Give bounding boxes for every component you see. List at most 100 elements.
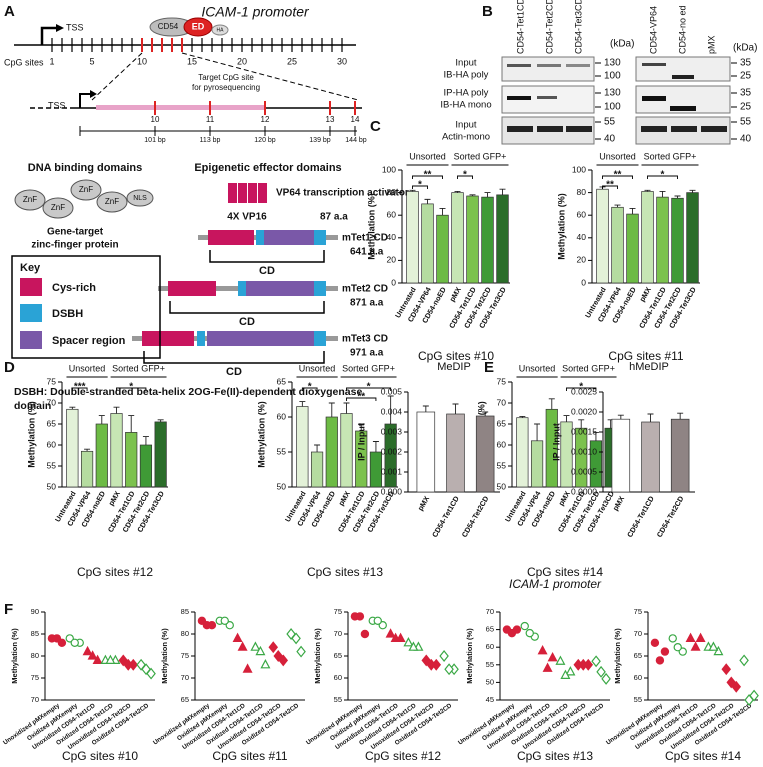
y-tick-label: 40: [577, 232, 587, 242]
error-bar: [358, 423, 365, 431]
promoter-title: ICAM-1 promoter: [201, 4, 310, 20]
data-point: [542, 662, 553, 672]
panel-b: CD54-Tet1CD CD54-Tet2CD CD54-Tet3CD CD54…: [440, 0, 757, 145]
footnote: DSBH: Double-stranded beta-helix 2OG-Fe(…: [14, 386, 362, 398]
kda-label: (kDa): [610, 39, 634, 50]
y-tick-label: 60: [577, 209, 587, 219]
tss-arrow: [40, 26, 58, 45]
spacer-domain: [246, 281, 314, 296]
y-tick-label: 70: [47, 397, 57, 407]
bar: [466, 195, 479, 284]
data-point: [560, 669, 571, 679]
significance-bracket: [647, 175, 678, 179]
y-tick-label: 40: [387, 232, 397, 242]
znf-icon: [70, 179, 102, 201]
y-tick-label: 65: [47, 418, 57, 428]
y-axis-label: Methylation (%): [465, 628, 474, 684]
chart-title: CpG sites #14: [527, 565, 603, 579]
bar: [611, 418, 631, 493]
znf-label: ZnF: [79, 185, 93, 194]
data-point: [141, 663, 151, 676]
chart: 0 20 40 60 80 100 Methylation (%) CpG sites #10…: [366, 151, 510, 363]
dsbh-domain: [256, 230, 264, 245]
y-tick-label: 0.003: [381, 426, 403, 436]
cpg-number: 1: [49, 56, 54, 66]
vp64-length: 87 a.a: [320, 212, 348, 223]
distance-label: 144 bp: [345, 137, 367, 144]
znf-label: ZnF: [51, 203, 65, 212]
bar: [481, 196, 494, 284]
tag-icon: [211, 24, 229, 36]
bar: [611, 206, 624, 284]
y-axis-label: Methylation (%): [313, 628, 322, 684]
chart: 0 20 40 60 80 100 Methylation (%) CpG sites #11…: [556, 151, 700, 363]
data-point: [70, 638, 79, 648]
cpg-number: 5: [89, 56, 94, 66]
cpg-number: 30: [337, 56, 347, 66]
chart-title: CpG sites #13: [307, 565, 383, 579]
data-point: [739, 654, 749, 667]
target-region: [96, 105, 266, 110]
y-tick-label: 55: [497, 460, 507, 470]
y-tick-label: 0.0005: [571, 466, 597, 476]
blot-band: [537, 126, 563, 132]
blot-band: [642, 96, 666, 101]
section-title: DNA binding domains: [28, 162, 142, 174]
error-bar: [677, 412, 684, 420]
y-tick-label: 50: [497, 481, 507, 491]
row-label: Input: [455, 58, 476, 69]
e-caption: ICAM-1 promoter: [509, 577, 602, 591]
data-point: [708, 641, 719, 651]
significance-label: **: [424, 170, 432, 181]
group-label: Sorted GFP+: [562, 363, 615, 373]
y-tick-label: 70: [31, 695, 39, 704]
data-point: [360, 629, 370, 639]
blot-band: [537, 96, 557, 99]
bar: [296, 406, 309, 488]
data-point: [105, 654, 116, 665]
error-bar: [452, 403, 459, 414]
y-tick-label: 20: [577, 255, 587, 265]
x-tick-label: CD54-Tet1CD: [625, 494, 656, 538]
dsbh-domain: [314, 281, 326, 296]
error-bar: [69, 406, 76, 410]
y-tick-label: 60: [497, 439, 507, 449]
tss-arrowhead: [56, 24, 64, 32]
significance-label: **: [606, 180, 614, 191]
data-point: [291, 632, 301, 645]
y-tick-label: 75: [334, 607, 342, 616]
chart-title: MeDIP: [437, 361, 471, 373]
data-point: [403, 637, 414, 647]
target-label: for pyrosequencing: [192, 83, 260, 92]
data-point: [82, 645, 93, 656]
bar: [670, 418, 690, 493]
bar: [66, 408, 79, 488]
y-axis-label: Methylation (%): [613, 628, 622, 684]
data-point: [547, 651, 558, 662]
cys-rich-domain: [208, 230, 254, 245]
y-axis-label: Methylation (%): [256, 401, 266, 468]
blot-band: [566, 126, 592, 132]
data-point: [744, 694, 754, 706]
bar: [340, 413, 353, 488]
bar: [641, 191, 654, 284]
data-point: [92, 654, 103, 665]
panel-label: C: [370, 118, 381, 135]
y-tick-label: 70: [334, 629, 342, 638]
data-point: [296, 645, 306, 658]
tss-label: TSS: [66, 22, 84, 32]
mw-label: 40: [740, 134, 752, 145]
error-bar: [439, 207, 446, 216]
panel-label: F: [4, 601, 13, 618]
error-bar: [629, 207, 636, 215]
significance-label: *: [129, 382, 133, 393]
y-tick-label: 60: [277, 411, 287, 421]
error-bar: [343, 402, 350, 414]
data-point: [713, 645, 724, 656]
error-bar: [314, 444, 321, 452]
group-label: Unsorted: [69, 363, 106, 373]
y-axis-label: Methylation (%): [10, 628, 19, 684]
cys-rich-domain: [168, 281, 216, 296]
